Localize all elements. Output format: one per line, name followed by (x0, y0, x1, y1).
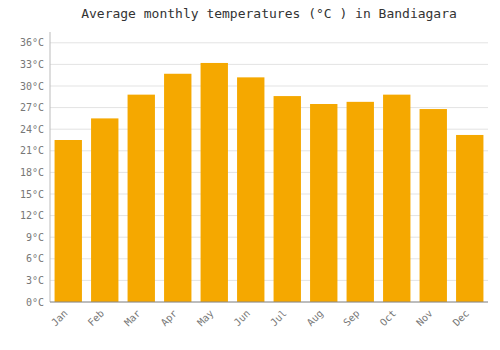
y-tick-label: 9°C (26, 232, 44, 243)
title: Average monthly temperatures (°C ) in Ba… (81, 6, 457, 21)
bar (274, 96, 301, 302)
bar (420, 109, 447, 302)
x-tick-label: Jun (232, 308, 253, 329)
bar (164, 74, 191, 302)
bar (237, 77, 264, 302)
x-tick-label: Oct (378, 308, 399, 329)
x-tick-label: Aug (305, 308, 326, 329)
grid (50, 43, 488, 302)
y-tick-label: 24°C (20, 124, 44, 135)
y-tick-label: 27°C (20, 102, 44, 113)
y-tick-labels: 0°C 3°C 6°C 9°C 12°C 15°C 18°C 21°C 24°C 27°C 30°C… (20, 37, 44, 307)
bar (128, 95, 155, 302)
y-tick-label: 12°C (20, 210, 44, 221)
y-tick-label: 30°C (20, 81, 44, 92)
bar (201, 63, 228, 302)
x-tick-label: Apr (159, 308, 180, 329)
bar (310, 104, 337, 302)
x-tick-label: Sep (341, 308, 362, 329)
bar (91, 118, 118, 302)
y-tick-label: 33°C (20, 59, 44, 70)
x-tick-label: Jul (268, 308, 289, 329)
x-tick-label: Dec (451, 308, 472, 329)
y-tick-label: 6°C (26, 253, 44, 264)
grid-line (50, 107, 488, 108)
x-tick-label: Jan (49, 308, 70, 329)
chart: Average monthly temperatures (°C ) in Ba… (0, 0, 500, 350)
bar (456, 135, 483, 302)
grid-line (50, 64, 488, 65)
grid-line (50, 302, 488, 303)
y-tick-label: 3°C (26, 275, 44, 286)
y-tick-label: 36°C (20, 37, 44, 48)
x-tick-label: Feb (86, 308, 107, 329)
y-tick-label: 18°C (20, 167, 44, 178)
x-tick-label: Mar (122, 308, 143, 329)
grid-line (50, 86, 488, 87)
x-tick-label: May (195, 308, 216, 329)
y-tick-label: 21°C (20, 145, 44, 156)
bar (383, 95, 410, 302)
x-tick-label: Nov (414, 308, 435, 329)
x-axis-line (50, 302, 488, 303)
bar (55, 140, 82, 302)
x-tick-labels: Jan Feb Mar Apr May Jun Jul Aug Sep Oct Nov Dec (49, 308, 471, 329)
grid-line (50, 42, 488, 43)
y-axis-line (50, 32, 51, 302)
bars (55, 63, 484, 302)
y-tick-label: 0°C (26, 297, 44, 308)
y-tick-label: 15°C (20, 189, 44, 200)
bar (347, 102, 374, 302)
